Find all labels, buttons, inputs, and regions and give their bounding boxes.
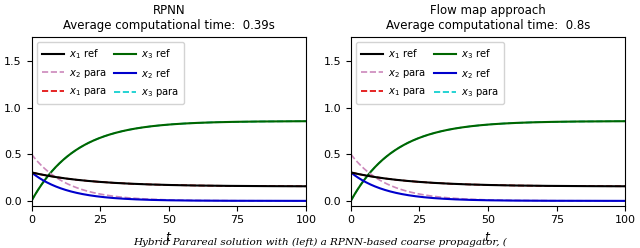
Title: Flow map approach
Average computational time:  0.8s: Flow map approach Average computational … xyxy=(386,4,590,32)
X-axis label: $t$: $t$ xyxy=(165,231,172,244)
X-axis label: $t$: $t$ xyxy=(484,231,492,244)
Text: Hybrid Parareal solution with (left) a RPNN-based coarse propagator, (: Hybrid Parareal solution with (left) a R… xyxy=(133,238,507,247)
Legend: $x_1$ ref, $x_2$ para, $x_1$ para, $x_3$ ref, $x_2$ ref, $x_3$ para: $x_1$ ref, $x_2$ para, $x_1$ para, $x_3$… xyxy=(36,42,184,104)
Legend: $x_1$ ref, $x_2$ para, $x_1$ para, $x_3$ ref, $x_2$ ref, $x_3$ para: $x_1$ ref, $x_2$ para, $x_1$ para, $x_3$… xyxy=(356,42,504,104)
Title: RPNN
Average computational time:  0.39s: RPNN Average computational time: 0.39s xyxy=(63,4,275,32)
